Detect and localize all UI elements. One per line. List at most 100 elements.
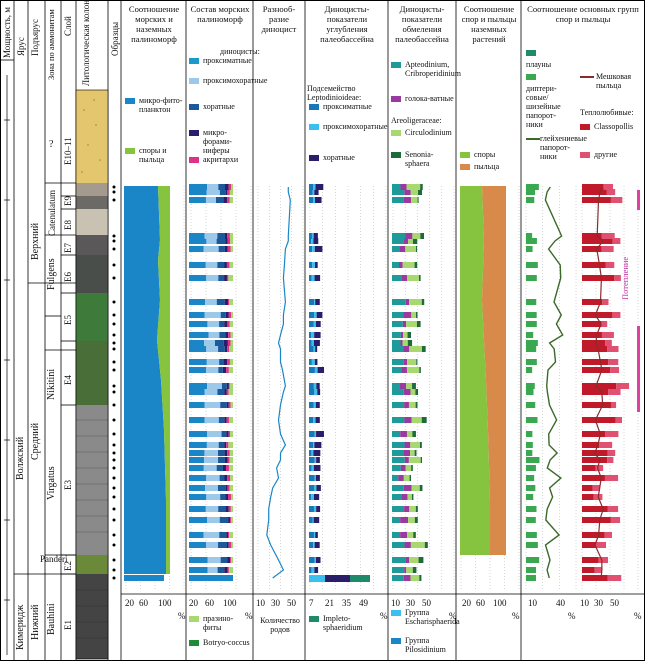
bar-col4	[313, 184, 316, 190]
bar-col5	[407, 340, 413, 346]
bar-col4	[313, 450, 321, 456]
sample-dot	[112, 486, 116, 490]
bar-col2	[227, 233, 230, 239]
bar-col7b	[582, 557, 599, 563]
axis-pct-col2: %	[245, 611, 253, 621]
bar-col5	[392, 340, 401, 346]
legend-classopollis: Classopollis	[594, 122, 634, 131]
sample-dot	[112, 333, 116, 337]
bar-col7b-other	[608, 359, 619, 365]
bar-col2	[207, 567, 218, 573]
axis-tick-col4: 7	[309, 598, 314, 608]
bar-col5	[411, 485, 420, 491]
bar-col2	[219, 475, 225, 481]
bar-col5	[392, 402, 405, 408]
bar-col5	[405, 557, 410, 563]
bar-col4	[314, 567, 319, 573]
axis-tick-col4: 21	[325, 598, 334, 608]
bar-col5	[403, 346, 410, 352]
bar-col5	[392, 246, 400, 252]
bar-col2	[228, 312, 232, 318]
col2-header: Состав морских палиноморф	[190, 4, 250, 24]
legend-swatch-acritarchs	[189, 157, 199, 163]
bar-col5	[419, 485, 423, 491]
bar-col4	[314, 367, 318, 373]
stage-volga: Волжский	[15, 436, 26, 480]
bar-col7a	[526, 431, 533, 437]
col7-gleichenia-line	[544, 186, 564, 579]
bar-col2	[218, 346, 225, 352]
bar-col7b	[582, 417, 616, 423]
legend-swatch-classopollis	[580, 124, 590, 130]
bar-col5	[421, 299, 425, 305]
bar-col4	[314, 485, 317, 491]
bar-col5	[404, 417, 412, 423]
bar-col4	[314, 197, 322, 203]
bar-col4	[313, 346, 316, 352]
bar-col4	[315, 346, 318, 352]
bar-col4	[317, 389, 321, 395]
bar-col7a	[526, 262, 538, 268]
stage-kimmeridge: Кимеридж	[15, 604, 26, 650]
bar-col2	[230, 238, 233, 244]
bar-col7b-other	[604, 532, 612, 538]
bar-col5	[392, 575, 404, 581]
legend-col4-title: Подсемейство Leptodinioideae:	[307, 84, 362, 102]
legend-swatch-escharisphaerida	[391, 610, 401, 616]
bar-col7b	[582, 532, 605, 538]
bar-col5	[410, 542, 425, 548]
col5-header: Диноцисты-показатели обмеления палеобасс…	[395, 4, 449, 44]
bar-col2	[204, 389, 218, 395]
bar-col2	[225, 189, 228, 195]
bar-col7b	[582, 465, 596, 471]
bar-col7a	[526, 312, 537, 318]
bar-col5	[392, 262, 400, 268]
bar-col2	[223, 197, 228, 203]
layer-e10-11: E10–11	[63, 137, 73, 165]
stage-boundaries	[14, 182, 76, 575]
bar-col5	[409, 299, 422, 305]
bar-col4	[316, 457, 320, 463]
legend-holocavate: голока-ватные	[405, 94, 454, 103]
bar-col2	[224, 299, 228, 305]
bar-col2	[205, 197, 216, 203]
bar-col2	[207, 383, 222, 389]
bar-col2	[206, 275, 219, 281]
axis-tick-col7a: 40	[556, 598, 565, 608]
bar-col7b	[582, 359, 609, 365]
bar-col4	[309, 340, 312, 346]
bar-col2	[217, 485, 226, 491]
bar-col2	[230, 475, 233, 481]
bar-col7a	[526, 184, 539, 190]
bar-col7a	[526, 238, 537, 244]
bar-col5	[406, 383, 413, 389]
bar-col7a	[526, 359, 537, 365]
bar-col2	[224, 246, 228, 252]
col7-saccate-line	[594, 186, 604, 579]
bar-col2	[218, 417, 225, 423]
axis-tick-col3: 50	[287, 598, 296, 608]
bar-col2	[227, 557, 231, 563]
legend-swatch-circulodinium	[391, 130, 401, 136]
legend-col6-pollen: пыльца	[474, 162, 500, 171]
bar-col5	[415, 402, 418, 408]
bar-col5	[419, 275, 421, 281]
bar-col4	[309, 262, 313, 268]
bar-col5	[422, 346, 426, 352]
bar-col2	[230, 557, 232, 563]
bar-col2	[225, 494, 229, 500]
legend-swatch-prasinophytes	[189, 616, 199, 622]
bar-col7b	[582, 233, 602, 239]
bar-col5	[406, 367, 420, 373]
legend-dipteridaceae: диптери-совые/ шизейные папорот-ники	[526, 84, 561, 129]
bar-col4	[309, 532, 315, 538]
legend-swatch-holocavate	[391, 96, 401, 102]
bar-col4	[311, 233, 314, 239]
legend-swatch-col4-proximate	[309, 104, 319, 110]
bar-col4	[309, 442, 314, 448]
bar-col5	[392, 184, 401, 190]
axis-tick-col7a: 10	[528, 598, 537, 608]
zone-unknown: ?	[49, 139, 54, 150]
bar-col5	[420, 233, 425, 239]
bar-col2	[206, 494, 221, 500]
